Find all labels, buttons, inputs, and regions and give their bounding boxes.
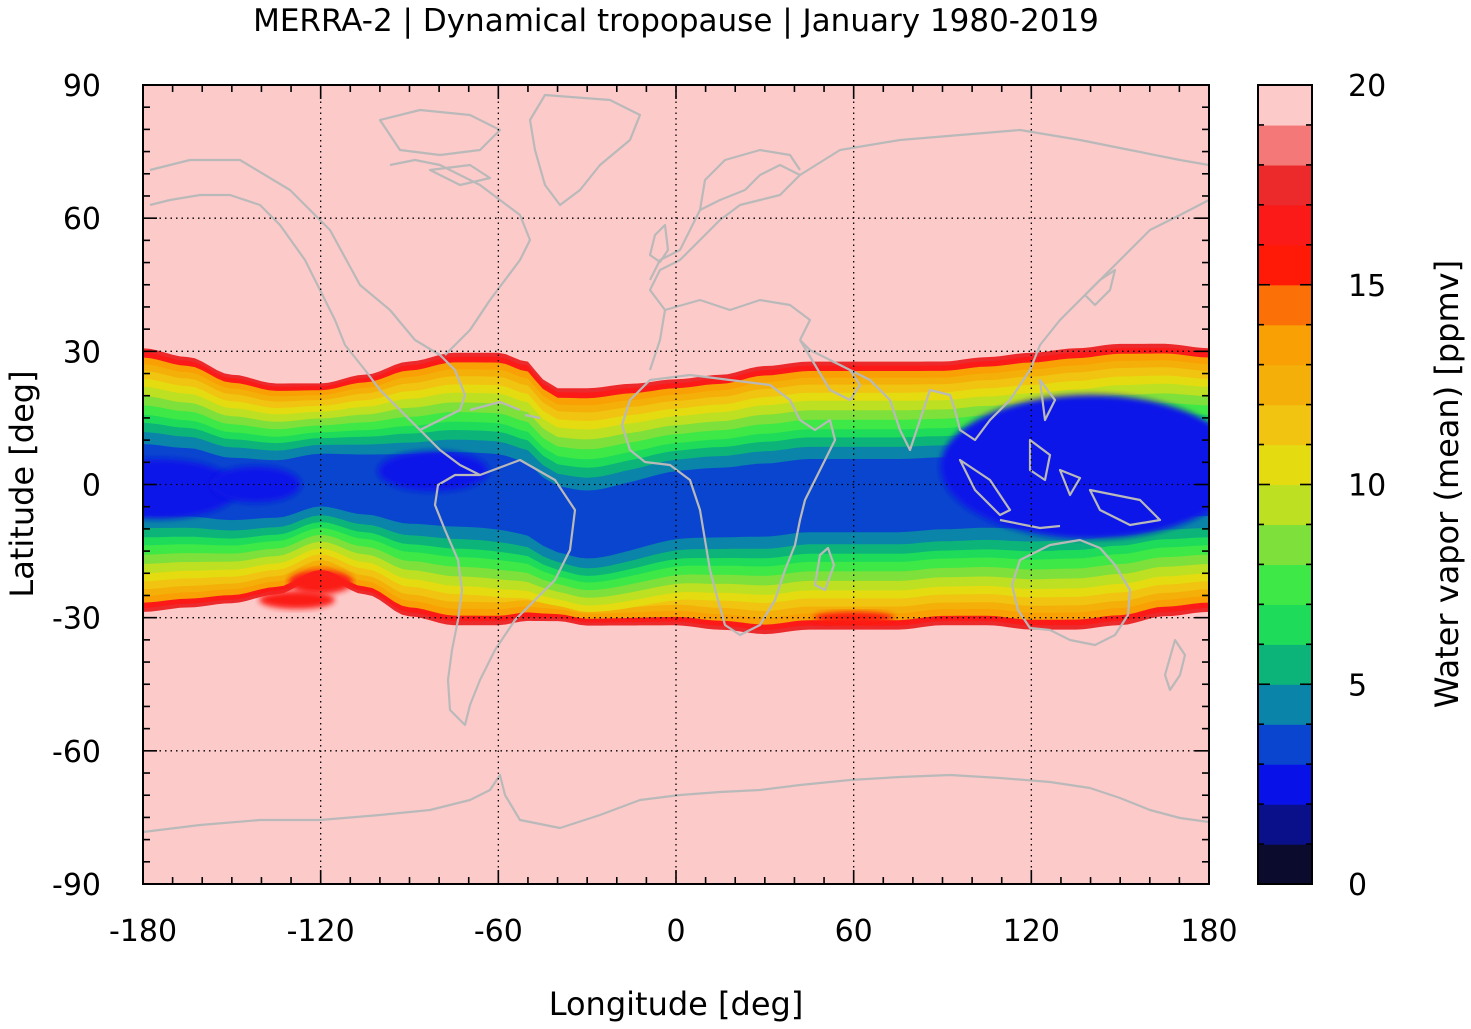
colorbar-tick-label: 10 [1348,469,1386,504]
y-tick-label: -60 [52,735,101,770]
madagascar-coast [813,546,836,592]
x-tick-label: 180 [1180,914,1237,949]
colorbar-swatch [1258,364,1312,406]
colorbar-swatch [1258,284,1312,326]
vapor-low-region [143,458,238,519]
colorbar-swatch [1258,324,1312,366]
y-tick-label: -30 [52,602,101,637]
colorbar-swatch [1258,804,1312,845]
colorbar-swatch [1258,724,1312,765]
new-zealand-coast [1163,638,1187,692]
colorbar-label: Water vapor (mean) [ppmv] [1428,260,1466,708]
colorbar-swatch [1258,484,1312,526]
caribbean-islands [469,400,541,420]
maritime-continent-islands [958,378,1162,530]
colorbar-swatch [1258,604,1312,645]
water-vapor-field [143,343,1209,635]
europe-coast [648,163,802,371]
x-tick-label: 120 [1003,914,1060,949]
vapor-low-region [258,590,335,609]
north-america-east-coast [389,158,532,356]
x-tick-label: -120 [287,914,355,949]
colorbar-swatch [1258,404,1312,446]
y-tick-label: -90 [52,868,101,903]
vapor-low-region [378,451,489,492]
y-tick-label: 60 [63,202,101,237]
colorbar: 0 5 10 15 20 [1257,69,1386,903]
colorbar-swatch [1258,444,1312,486]
x-tick-label: 60 [835,914,873,949]
colorbar-tick-label: 20 [1348,69,1386,104]
africa-coast [620,373,837,637]
y-tick-label: 0 [82,469,101,504]
uk-coast [648,223,670,264]
colorbar-swatch [1258,244,1312,286]
antarctica-coast [143,773,1209,834]
grid-lines [143,85,1209,884]
colorbar-swatch [1258,684,1312,725]
y-tick-labels: 90 60 30 0 -30 -60 -90 [52,69,101,903]
x-tick-label: 0 [666,914,685,949]
colorbar-swatch [1258,524,1312,565]
colorbar-swatch [1258,85,1312,126]
y-axis-label: Latitude [deg] [3,370,41,597]
coastlines [143,93,1209,834]
axis-ticks [142,84,1210,885]
australia-coast [1010,538,1132,647]
x-axis-label: Longitude [deg] [549,985,804,1023]
x-tick-label: -60 [474,914,523,949]
colorbar-swatch [1258,204,1312,246]
scandinavia-coast [698,148,801,211]
arabia-coast [799,339,862,402]
south-america-coast [433,458,577,727]
arctic-islands [378,108,502,187]
vapor-low-region [940,394,1209,539]
y-tick-label: 30 [63,335,101,370]
colorbar-swatch [1258,164,1312,206]
colorbar-swatch [1258,124,1312,166]
colorbar-tick-label: 15 [1348,269,1386,304]
x-tick-labels: -180 -120 -60 0 60 120 180 [109,914,1238,949]
colorbar-swatch [1258,764,1312,805]
colorbar-swatch [1258,564,1312,605]
greenland-coast [528,93,642,207]
y-tick-label: 90 [63,69,101,104]
japan-coast [1083,268,1117,307]
vapor-low-region [210,466,301,503]
central-america-coast [419,429,481,476]
colorbar-tick-label: 5 [1348,668,1367,703]
colorbar-swatch [1258,644,1312,685]
chart-title: MERRA-2 | Dynamical tropopause | January… [253,3,1099,39]
colorbar-swatch [1258,844,1312,885]
x-tick-label: -180 [109,914,177,949]
mediterranean-coast [664,298,812,341]
vapor-low-region [288,570,353,595]
colorbar-tick-label: 0 [1348,868,1367,903]
